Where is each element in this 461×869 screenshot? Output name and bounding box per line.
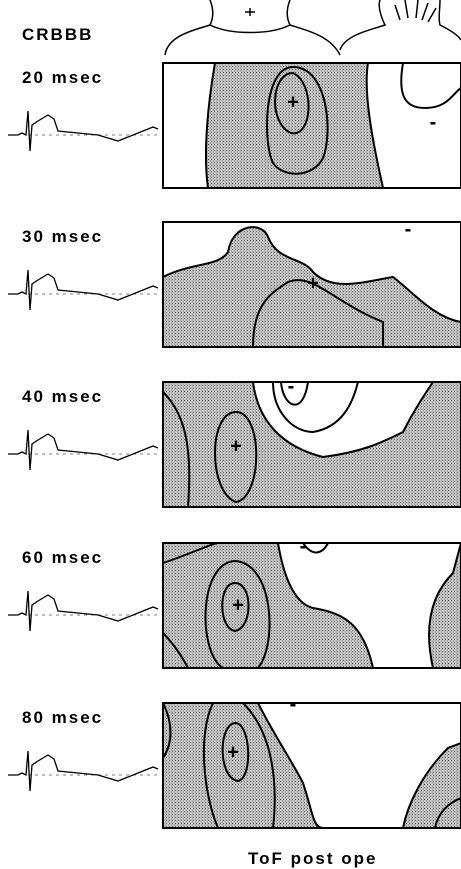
map-region bbox=[206, 63, 383, 188]
ecg-trace bbox=[8, 111, 158, 151]
ecg-line bbox=[8, 591, 158, 631]
ecg-trace bbox=[8, 591, 158, 631]
maximum-sign: + bbox=[307, 272, 319, 294]
panel-time: 20 msec bbox=[22, 68, 103, 87]
panel-time: 60 msec bbox=[22, 548, 103, 567]
potential-map: +- bbox=[163, 693, 461, 828]
figure-title: CRBBB bbox=[22, 25, 93, 44]
ecg-trace bbox=[8, 430, 158, 470]
potential-map: +- bbox=[163, 218, 461, 347]
map-content bbox=[163, 63, 461, 188]
figure-caption: ToF post ope bbox=[248, 849, 377, 868]
minimum-sign: - bbox=[300, 535, 307, 557]
ecg-trace bbox=[8, 751, 158, 791]
map-content bbox=[163, 703, 461, 828]
panel-time: 30 msec bbox=[22, 227, 103, 246]
potential-map: +- bbox=[163, 535, 461, 668]
ecg-line bbox=[8, 430, 158, 470]
minimum-sign: - bbox=[288, 375, 295, 397]
maximum-sign: + bbox=[232, 594, 244, 616]
minimum-sign: - bbox=[430, 111, 437, 133]
map-content bbox=[163, 382, 461, 507]
torso-outlines bbox=[165, 0, 461, 55]
maximum-sign: + bbox=[287, 91, 299, 113]
panel-time: 80 msec bbox=[22, 708, 103, 727]
ecg-trace bbox=[8, 270, 158, 310]
potential-map: +- bbox=[163, 375, 461, 507]
minimum-sign: - bbox=[405, 218, 412, 240]
maximum-sign: + bbox=[230, 435, 242, 457]
ecg-line bbox=[8, 111, 158, 151]
panel-time: 40 msec bbox=[22, 387, 103, 406]
map-content bbox=[163, 543, 461, 668]
potential-map: +- bbox=[163, 63, 461, 188]
ecg-line bbox=[8, 751, 158, 791]
minimum-sign: - bbox=[290, 693, 297, 715]
ecg-line bbox=[8, 270, 158, 310]
panels: 20 msec+-30 msec+-40 msec+-60 msec+-80 m… bbox=[8, 63, 461, 828]
figure: CRBBB ToF post ope 20 msec+-30 msec+-40 … bbox=[0, 0, 461, 869]
maximum-sign: + bbox=[227, 741, 239, 763]
